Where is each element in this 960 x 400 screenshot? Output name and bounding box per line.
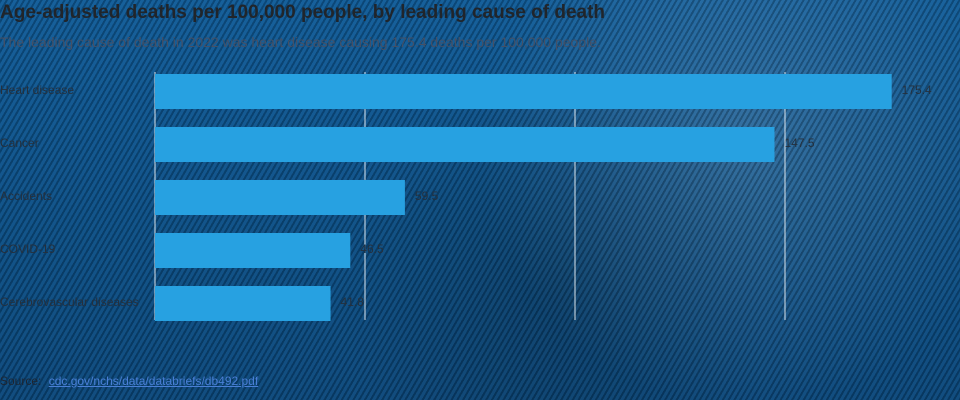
category-label: Cancer: [0, 136, 39, 150]
chart-subtitle: The leading cause of death in 2022 was h…: [0, 34, 601, 50]
bar-accidents: [155, 180, 405, 215]
source-link[interactable]: cdc.gov/nchs/data/databriefs/db492.pdf: [48, 374, 259, 388]
bar-cancer: [155, 127, 775, 162]
category-label: Heart disease: [0, 83, 74, 97]
value-label: 41.8: [341, 295, 365, 309]
value-label: 175.4: [902, 83, 932, 97]
value-label: 59.5: [415, 189, 439, 203]
category-label: Cerebrovascular diseases: [0, 295, 139, 309]
category-label: COVID-19: [0, 242, 56, 256]
source-line: Source: cdc.gov/nchs/data/databriefs/db4…: [0, 374, 258, 388]
source-label: Source:: [0, 374, 42, 388]
category-label: Accidents: [0, 189, 52, 203]
bar-heart-disease: [155, 74, 892, 109]
value-label: 46.5: [360, 242, 384, 256]
bar-covid-19: [155, 233, 351, 268]
bar-cerebrovascular-diseases: [155, 286, 331, 321]
chart-title: Age-adjusted deaths per 100,000 people, …: [0, 2, 606, 23]
value-label: 147.5: [785, 136, 815, 150]
